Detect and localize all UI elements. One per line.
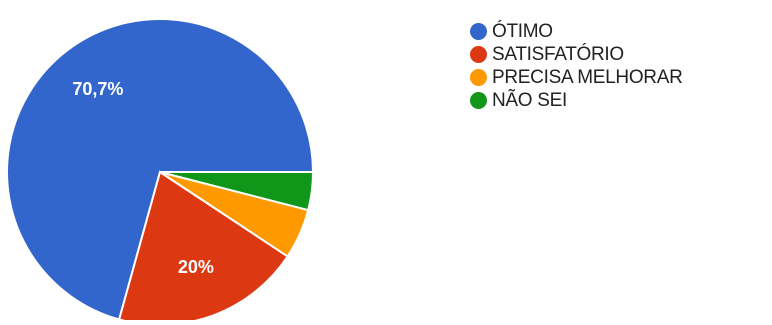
slice-nao-sei[interactable]: [159, 171, 315, 212]
legend-dot: [470, 23, 487, 40]
legend-label: ÓTIMO: [492, 20, 553, 42]
legend-label: SATISFATÓRIO: [492, 43, 624, 65]
legend-label: NÃO SEI: [492, 89, 567, 111]
legend-label: PRECISA MELHORAR: [492, 66, 683, 88]
legend-dot: [470, 46, 487, 63]
legend-item-nao-sei[interactable]: NÃO SEI: [470, 89, 683, 112]
slice-data-label: 20%: [178, 257, 214, 277]
legend-item-precisa-melhorar[interactable]: PRECISA MELHORAR: [470, 66, 683, 89]
legend-dot: [470, 69, 487, 86]
legend: ÓTIMO SATISFATÓRIO PRECISA MELHORAR NÃO …: [470, 20, 683, 112]
slice-otimo[interactable]: [6, 18, 315, 321]
legend-dot: [470, 92, 487, 109]
slice-data-label: 70,7%: [72, 79, 123, 99]
legend-item-otimo[interactable]: ÓTIMO: [470, 20, 683, 43]
legend-item-satisfatorio[interactable]: SATISFATÓRIO: [470, 43, 683, 66]
